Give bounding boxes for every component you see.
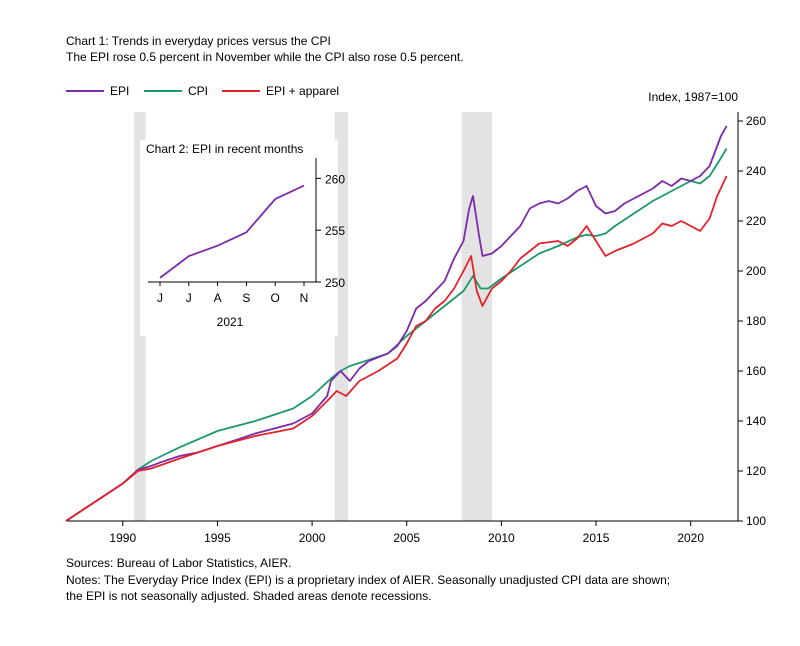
legend-label-epi: EPI — [110, 84, 129, 98]
y-axis-unit-label: Index, 1987=100 — [648, 90, 738, 104]
inset-x-tick-label: O — [271, 291, 280, 305]
y-tick-label: 240 — [746, 164, 766, 178]
inset-x-tick-label: J — [186, 291, 192, 305]
inset-x-axis-label: 2021 — [217, 315, 244, 329]
y-tick-label: 160 — [746, 364, 766, 378]
y-tick-label: 200 — [746, 264, 766, 278]
inset-x-tick-label: S — [242, 291, 250, 305]
inset-series-line-epi — [159, 184, 305, 279]
x-tick-label: 1995 — [204, 531, 231, 545]
x-tick-label: 2005 — [393, 531, 420, 545]
chart-subtitle: The EPI rose 0.5 percent in November whi… — [66, 50, 464, 64]
x-tick-label: 2015 — [583, 531, 610, 545]
x-tick-label: 2010 — [488, 531, 515, 545]
recession-band — [461, 112, 492, 521]
y-tick-label: 220 — [746, 214, 766, 228]
inset-x-tick-label: N — [300, 291, 309, 305]
inset-x-tick-label: J — [157, 291, 163, 305]
legend-label-cpi: CPI — [188, 84, 208, 98]
x-tick-label: 1990 — [109, 531, 136, 545]
y-tick-label: 100 — [746, 514, 766, 528]
series-line-cpi — [65, 148, 728, 522]
inset-title: Chart 2: EPI in recent months — [146, 142, 303, 156]
inset-y-tick-label: 255 — [325, 224, 345, 238]
notes-line-1: Notes: The Everyday Price Index (EPI) is… — [66, 573, 671, 587]
inset-x-tick-label: A — [214, 291, 222, 305]
y-tick-label: 140 — [746, 414, 766, 428]
series-line-epi — [65, 125, 728, 522]
sources-note: Sources: Bureau of Labor Statistics, AIE… — [66, 556, 292, 570]
recession-band — [134, 112, 146, 521]
inset-y-tick-label: 250 — [325, 276, 345, 290]
inset-y-tick-label: 260 — [325, 172, 345, 186]
inset-background — [140, 140, 338, 336]
x-tick-label: 2020 — [677, 531, 704, 545]
legend-label-epi_apparel: EPI + apparel — [266, 84, 339, 98]
x-tick-label: 2000 — [299, 531, 326, 545]
series-line-epi_apparel — [65, 175, 728, 522]
recession-band — [334, 112, 349, 521]
notes-line-2: the EPI is not seasonally adjusted. Shad… — [66, 589, 432, 603]
y-tick-label: 120 — [746, 464, 766, 478]
y-tick-label: 180 — [746, 314, 766, 328]
y-tick-label: 260 — [746, 114, 766, 128]
chart-title: Chart 1: Trends in everyday prices versu… — [66, 34, 331, 48]
